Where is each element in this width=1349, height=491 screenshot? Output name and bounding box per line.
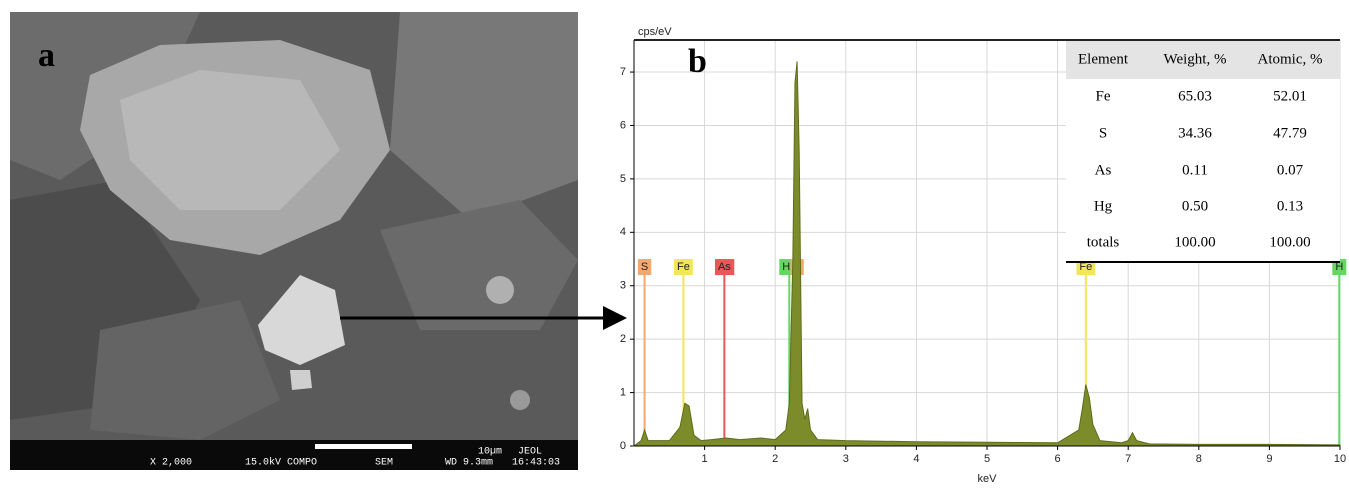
element-label: S <box>641 261 648 273</box>
table-cell: totals <box>1087 234 1120 250</box>
sem-info: 15.0kV COMPO <box>245 457 317 469</box>
x-axis-label: keV <box>978 473 998 485</box>
y-tick-label: 5 <box>620 173 626 185</box>
table-cell: 34.36 <box>1178 125 1212 141</box>
table-cell: 0.50 <box>1182 198 1208 214</box>
table-cell: 47.79 <box>1273 125 1307 141</box>
x-tick-label: 1 <box>702 453 708 465</box>
arrow <box>340 306 627 330</box>
panel-label: a <box>38 37 55 74</box>
x-tick-label: 5 <box>984 453 990 465</box>
element-label-bg <box>1332 259 1347 276</box>
sem-info: X 2,000 <box>150 458 192 469</box>
element-label-bg <box>637 259 652 276</box>
sem-info: 10µm <box>478 447 502 458</box>
table-cell: 0.11 <box>1182 162 1208 178</box>
table-cell: 100.00 <box>1269 234 1310 250</box>
y-tick-label: 4 <box>620 226 626 238</box>
x-tick-label: 10 <box>1334 453 1346 465</box>
sem-info: WD 9.3mm <box>445 458 493 469</box>
table-cell: 0.07 <box>1277 162 1304 178</box>
element-label-bg <box>673 259 693 276</box>
y-axis-label: cps/eV <box>638 26 672 38</box>
x-tick-label: 9 <box>1266 453 1272 465</box>
table-cell: Hg <box>1094 198 1113 214</box>
y-tick-label: 3 <box>620 280 626 292</box>
table-header: Element <box>1078 51 1129 67</box>
panel-label: b <box>688 43 707 80</box>
table-cell: 65.03 <box>1178 88 1212 104</box>
table-cell: 0.13 <box>1277 198 1303 214</box>
element-label-bg <box>1076 259 1096 276</box>
table-cell: 100.00 <box>1174 234 1215 250</box>
x-tick-label: 6 <box>1055 453 1061 465</box>
table-cell: Fe <box>1096 88 1111 104</box>
element-label: H <box>1335 261 1343 273</box>
element-label-bg <box>714 259 735 276</box>
composition-table: Element Weight, % Atomic, % Fe 65.03 52.01 S 34… <box>1066 41 1340 263</box>
x-tick-label: 2 <box>772 453 778 465</box>
table-cell: S <box>1099 125 1107 141</box>
element-label: As <box>718 261 731 273</box>
y-tick-label: 2 <box>620 333 626 345</box>
element-label: Fe <box>1079 261 1092 273</box>
x-tick-label: 7 <box>1125 453 1131 465</box>
spectrum <box>632 61 1341 447</box>
y-tick-label: 1 <box>620 386 626 398</box>
table-cell: As <box>1095 162 1112 178</box>
y-tick-label: 7 <box>620 66 626 78</box>
sem-info: 16:43:03 <box>512 458 560 469</box>
sem-info: SEM <box>375 458 393 469</box>
table-cell: 52.01 <box>1273 88 1307 104</box>
y-tick-label: 0 <box>620 440 626 452</box>
table-header: Atomic, % <box>1258 51 1323 67</box>
element-label: Fe <box>677 261 690 273</box>
header-bg <box>1066 41 1340 79</box>
table-header: Weight, % <box>1164 51 1227 67</box>
x-tick-label: 8 <box>1196 453 1202 465</box>
sem-info: JEOL <box>518 447 542 458</box>
x-tick-label: 3 <box>843 453 849 465</box>
y-tick-label: 6 <box>620 119 626 131</box>
x-tick-label: 4 <box>913 453 919 465</box>
sem-image: X 2,000 15.0kV COMPO SEM 10µm JEOL WD 9.… <box>10 12 578 470</box>
